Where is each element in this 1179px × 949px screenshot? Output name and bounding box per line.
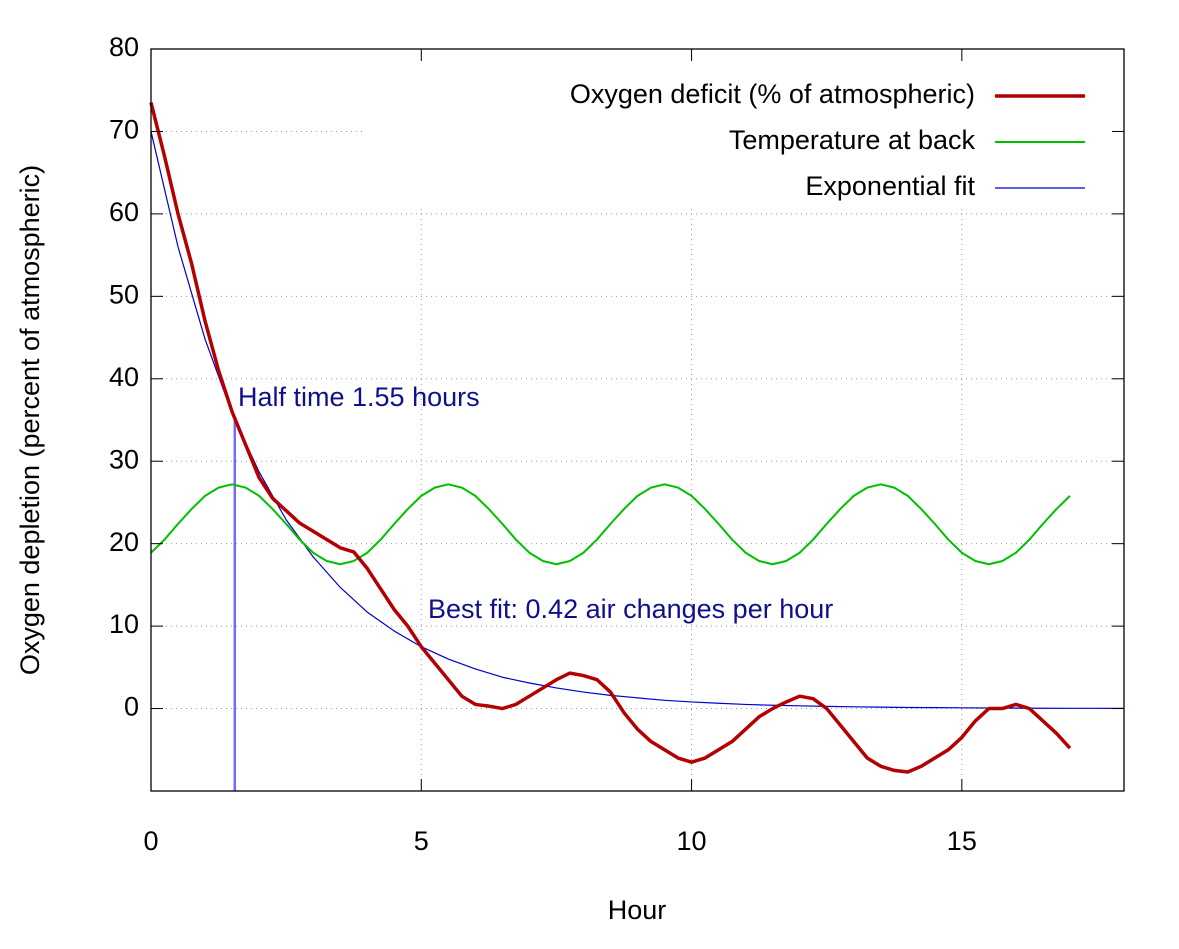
grid bbox=[150, 48, 1124, 791]
series-line bbox=[150, 131, 1125, 709]
legend-label: Exponential fit bbox=[805, 171, 975, 201]
legend-background bbox=[365, 60, 1123, 206]
y-tick-label: 50 bbox=[109, 279, 139, 309]
x-tick-label: 10 bbox=[677, 826, 707, 856]
annotation: Half time 1.55 hours bbox=[238, 382, 480, 412]
x-tick-label: 0 bbox=[143, 826, 158, 856]
y-tick-label: 30 bbox=[109, 444, 139, 474]
x-tick-label: 15 bbox=[947, 826, 977, 856]
y-tick-label: 0 bbox=[124, 692, 139, 722]
y-tick-label: 20 bbox=[109, 527, 139, 557]
plot bbox=[149, 102, 1125, 791]
legend-label: Temperature at back bbox=[729, 125, 976, 155]
x-tick-label: 5 bbox=[414, 826, 429, 856]
y-tick-label: 80 bbox=[109, 32, 139, 62]
y-tick-label: 40 bbox=[109, 362, 139, 392]
annotation: Best fit: 0.42 air changes per hour bbox=[428, 594, 833, 624]
y-tick-label: 10 bbox=[109, 609, 139, 639]
series-line bbox=[150, 483, 1071, 566]
legend-label: Oxygen deficit (% of atmospheric) bbox=[570, 79, 975, 109]
y-tick-label: 70 bbox=[109, 115, 139, 145]
x-axis-label: Hour bbox=[608, 895, 667, 925]
series-line bbox=[149, 102, 1072, 774]
y-axis-label: Oxygen depletion (percent of atmospheric… bbox=[15, 165, 45, 675]
frame bbox=[150, 48, 1125, 792]
y-tick-label: 60 bbox=[109, 197, 139, 227]
